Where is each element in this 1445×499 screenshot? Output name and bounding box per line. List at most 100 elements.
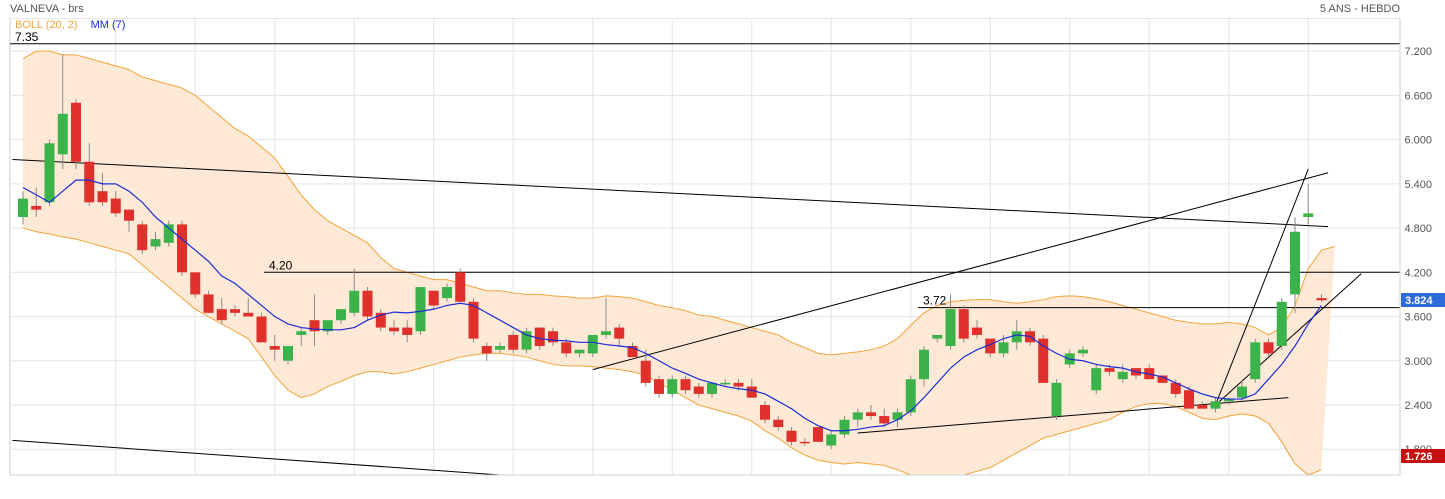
candle-body [508, 334, 519, 350]
bollinger-upper-line [22, 50, 1335, 356]
candle-body [216, 309, 227, 321]
candle-body [1184, 390, 1194, 409]
candle-body [1303, 213, 1314, 218]
legend: BOLL (20, 2) MM (7) [15, 19, 125, 31]
candle-body [601, 331, 611, 335]
candle-body [495, 346, 505, 350]
candle-body [654, 379, 664, 394]
candle-body [866, 412, 876, 417]
candle-body [640, 360, 651, 383]
y-axis-tick: 3.000 [1404, 356, 1432, 368]
legend-bollinger: BOLL (20, 2) [15, 19, 78, 31]
top-margin [0, 0, 1445, 18]
candle-body [283, 346, 293, 361]
candle-body [733, 382, 744, 387]
candle-body [574, 349, 585, 354]
candle-body [746, 386, 757, 398]
candle-body [985, 338, 996, 354]
candle-body [958, 309, 969, 339]
candle-body [375, 312, 386, 328]
candle-body [534, 327, 545, 347]
candle-body [548, 331, 558, 343]
candle-body [1197, 404, 1208, 409]
candle-body [614, 327, 625, 339]
candle-body [1078, 349, 1088, 354]
candle-body [1091, 368, 1102, 391]
candle-body [18, 198, 28, 218]
candle-body [1051, 382, 1062, 417]
trend-line [12, 159, 1329, 228]
candle-body [521, 331, 532, 350]
candle-body [230, 309, 240, 313]
y-axis-tick: 3.600 [1404, 312, 1432, 324]
candle-body [57, 113, 68, 155]
y-axis-tick: 7.200 [1404, 46, 1432, 58]
trend-line [1215, 168, 1309, 406]
candle-body [190, 272, 201, 295]
bottom-margin [0, 475, 1445, 499]
candle-body [256, 316, 267, 343]
candle-body [177, 224, 187, 273]
candle-body [1210, 401, 1221, 409]
low-price-value: 1.726 [1405, 451, 1433, 463]
candle-body [336, 309, 346, 321]
candle-body [1263, 342, 1274, 354]
candle-body [243, 312, 254, 317]
candle-body [124, 209, 134, 221]
candle-body [203, 294, 214, 313]
candle-body [1316, 298, 1327, 301]
last-price-value: 3.824 [1405, 295, 1433, 307]
candle-body [322, 320, 333, 332]
candle-body [1276, 301, 1287, 347]
candle-body [760, 404, 770, 420]
y-axis-tick: 6.600 [1404, 90, 1432, 102]
candle-body [349, 290, 360, 313]
legend-moving-average: MM (7) [90, 19, 126, 31]
candle-body [786, 430, 797, 442]
candle-body [1237, 386, 1247, 398]
candle-body [667, 379, 678, 394]
y-axis-tick: 4.800 [1404, 223, 1432, 235]
candle-body [110, 198, 121, 214]
candle-body [296, 331, 307, 335]
candle-body [309, 320, 320, 332]
candle-body [561, 342, 572, 354]
level-label: 3.72 [923, 294, 947, 308]
candle-body [813, 427, 823, 442]
candle-body [442, 287, 452, 299]
candle-body [932, 334, 943, 339]
candle-body [163, 224, 174, 243]
trend-line [1215, 273, 1362, 406]
candle-body [362, 290, 373, 317]
y-axis-tick: 6.000 [1404, 135, 1432, 147]
candle-body [972, 327, 982, 335]
candle-body [84, 161, 95, 203]
candle-body [945, 309, 956, 347]
candle-body [693, 386, 704, 394]
candle-body [415, 287, 426, 332]
candle-body [892, 412, 903, 420]
candle-body [707, 382, 717, 394]
trend-line [12, 439, 554, 480]
moving-average-line [22, 179, 1322, 432]
last-price-tag [1401, 293, 1445, 308]
candle-body [720, 382, 731, 385]
low-price-tag [1401, 449, 1445, 463]
trend-line [592, 172, 1329, 371]
candle-body [71, 102, 81, 162]
candle-body [402, 327, 413, 335]
candle-body [627, 346, 638, 358]
candle-body [1104, 368, 1115, 372]
y-axis-tick: 2.400 [1404, 400, 1432, 412]
candle-body [1157, 375, 1168, 383]
candle-body [150, 239, 161, 247]
candle-body [839, 419, 850, 435]
candle-body [1223, 399, 1234, 402]
y-axis-tick: 5.400 [1404, 179, 1432, 191]
candle-body [269, 346, 280, 350]
candle-body [1170, 382, 1181, 394]
candle-body [1250, 342, 1261, 380]
candle-body [852, 412, 863, 420]
